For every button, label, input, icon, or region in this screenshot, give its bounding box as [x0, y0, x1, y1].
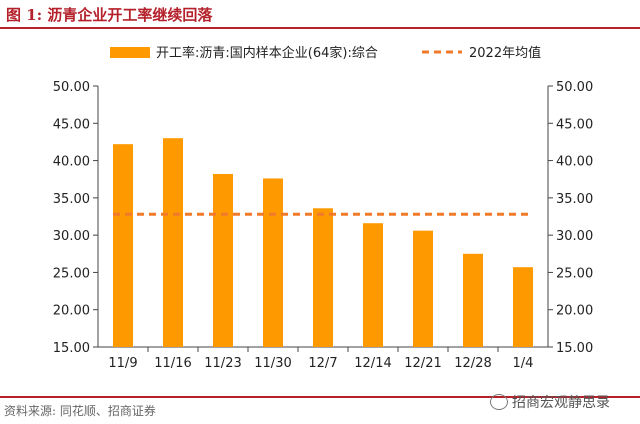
bottom-rule: [0, 396, 640, 398]
y2-tick-label: 15.00: [556, 341, 593, 356]
bar: [413, 230, 433, 347]
y2-tick-label: 25.00: [556, 266, 593, 281]
y-tick-label: 45.00: [53, 117, 90, 132]
wechat-icon: [490, 394, 508, 410]
legend: 开工率:沥青:国内样本企业(64家):综合 2022年均值: [110, 45, 541, 61]
y2-tick-label: 40.00: [556, 155, 593, 170]
x-tick-label: 12/21: [404, 356, 441, 371]
y-tick-label: 30.00: [53, 229, 90, 244]
y-tick-label: 15.00: [53, 341, 90, 356]
bar: [113, 144, 133, 347]
figure-title: 图 1: 沥青企业开工率继续回落: [6, 6, 213, 24]
bar: [213, 173, 233, 347]
source-note: 资料来源: 同花顺、招商证券: [4, 404, 156, 418]
y2-tick-label: 30.00: [556, 229, 593, 244]
bar: [313, 208, 333, 347]
y2-tick-label: 20.00: [556, 304, 593, 319]
y-tick-label: 25.00: [53, 266, 90, 281]
x-tick-label: 11/30: [254, 356, 291, 371]
x-tick-label: 12/28: [454, 356, 491, 371]
x-tick-label: 11/16: [154, 356, 191, 371]
y2-tick-label: 50.00: [556, 80, 593, 95]
watermark-text: 招商宏观静思录: [512, 395, 610, 411]
watermark: 招商宏观静思录: [490, 392, 610, 412]
bars: [113, 138, 533, 347]
legend-bar-swatch: [110, 47, 150, 58]
y-tick-label: 40.00: [53, 155, 90, 170]
y-tick-label: 35.00: [53, 192, 90, 207]
y2-tick-label: 35.00: [556, 192, 593, 207]
bar: [163, 138, 183, 347]
top-rule: [0, 27, 640, 29]
bar: [263, 178, 283, 347]
y-tick-label: 20.00: [53, 304, 90, 319]
y2-tick-label: 45.00: [556, 117, 593, 132]
bar: [463, 253, 483, 347]
x-tick-label: 11/9: [108, 356, 137, 371]
x-tick-label: 11/23: [204, 356, 241, 371]
x-tick-label: 1/4: [513, 356, 534, 371]
legend-bar-label: 开工率:沥青:国内样本企业(64家):综合: [156, 45, 378, 61]
x-tick-label: 12/7: [308, 356, 337, 371]
legend-reference-label: 2022年均值: [469, 45, 541, 61]
bar: [363, 223, 383, 347]
bar: [513, 267, 533, 347]
y-tick-label: 50.00: [53, 80, 90, 95]
x-tick-label: 12/14: [354, 356, 391, 371]
